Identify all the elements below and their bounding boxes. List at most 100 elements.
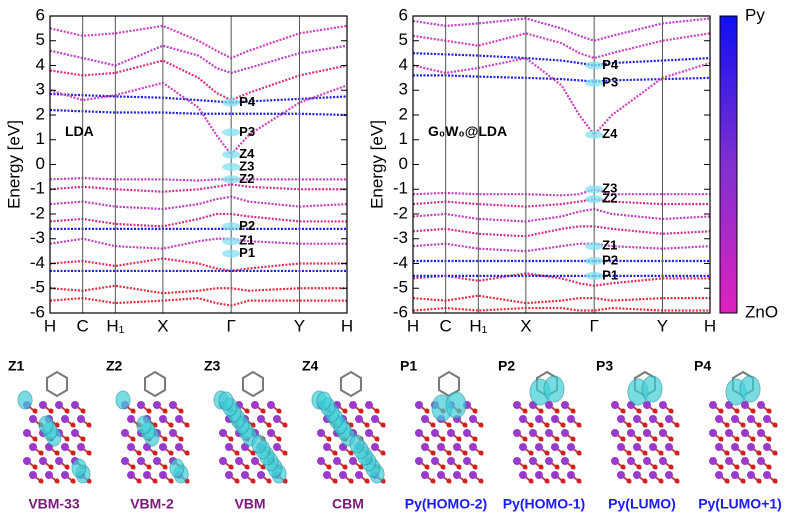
colorbar-top-label: Py <box>745 5 765 24</box>
atom <box>665 415 673 423</box>
y-tick-label: -4 <box>30 253 45 272</box>
atom <box>326 464 332 470</box>
y-tick-label: -5 <box>30 278 45 297</box>
molecule <box>438 370 460 398</box>
orbital-lobe <box>349 434 365 454</box>
atom <box>365 429 373 437</box>
atom <box>643 401 651 409</box>
atom <box>519 471 527 479</box>
atom <box>234 478 240 484</box>
band <box>50 44 347 75</box>
panel-caption: Py(HOMO-2) <box>405 496 487 512</box>
orbital-lobe <box>251 434 267 454</box>
x-tick-label: H <box>44 316 56 335</box>
atom <box>576 478 582 484</box>
state-marker <box>222 237 241 246</box>
orbital-lobe <box>218 391 234 411</box>
atom <box>415 429 423 437</box>
molecule <box>242 370 264 398</box>
atom <box>86 422 92 428</box>
band <box>50 24 347 60</box>
atom <box>724 422 730 428</box>
y-tick-label: -3 <box>393 228 408 247</box>
atom <box>718 464 724 470</box>
atom <box>64 464 70 470</box>
atom <box>617 415 625 423</box>
orbital-lobe <box>17 390 33 410</box>
atom <box>554 464 560 470</box>
atom <box>317 457 325 465</box>
atom <box>86 450 92 456</box>
y-tick-label: 1 <box>399 129 408 148</box>
y-tick-label: -1 <box>30 179 45 198</box>
band <box>50 59 347 102</box>
band <box>413 188 710 197</box>
panel-label: P2 <box>498 358 515 374</box>
atom <box>715 471 723 479</box>
panel-caption: VBM-33 <box>28 496 80 512</box>
atom <box>234 450 240 456</box>
atom <box>29 415 37 423</box>
y-tick-label: -6 <box>393 302 408 321</box>
panel-label: P4 <box>694 358 711 374</box>
atom <box>715 415 723 423</box>
atom <box>731 415 739 423</box>
state-marker <box>585 185 604 194</box>
atom <box>649 443 657 451</box>
orbital-lobe <box>543 375 565 403</box>
atom <box>538 436 544 442</box>
atom <box>371 415 379 423</box>
atom <box>747 443 755 451</box>
orbital-panel: Z1 VBM-33 <box>8 358 92 512</box>
state-label: Z4 <box>602 126 618 141</box>
atom <box>469 415 477 423</box>
atom <box>554 408 560 414</box>
band <box>50 177 347 182</box>
atom <box>462 422 468 428</box>
atom <box>747 471 755 479</box>
atom <box>551 471 559 479</box>
band <box>50 183 347 193</box>
atom <box>570 408 576 414</box>
atom <box>282 422 288 428</box>
state-marker <box>585 130 604 139</box>
atom <box>456 436 462 442</box>
atom <box>567 443 575 451</box>
atom <box>478 422 484 428</box>
atom <box>342 408 348 414</box>
band <box>50 237 347 250</box>
atom <box>332 478 338 484</box>
atom <box>627 429 635 437</box>
x-tick-label: H <box>407 316 419 335</box>
atom <box>561 401 569 409</box>
atom <box>339 471 347 479</box>
atom <box>763 415 771 423</box>
atom <box>29 471 37 479</box>
atom <box>251 401 259 409</box>
atom <box>513 401 521 409</box>
x-tick-label: Γ <box>589 316 598 335</box>
atom <box>649 415 657 423</box>
atom <box>244 464 250 470</box>
orbital-lobe <box>445 391 467 419</box>
panel-caption: VBM-2 <box>130 496 174 512</box>
atom <box>756 422 762 428</box>
atom <box>668 464 674 470</box>
x-tick-label: Γ <box>226 316 235 335</box>
atom <box>64 436 70 442</box>
orbital-lobe <box>115 390 131 410</box>
atom <box>146 408 152 414</box>
state-marker <box>585 78 604 87</box>
atom <box>355 415 363 423</box>
atom <box>374 436 380 442</box>
state-label: Z2 <box>602 191 617 206</box>
y-tick-label: -5 <box>393 278 408 297</box>
atom <box>178 408 184 414</box>
atom <box>159 443 167 451</box>
atom <box>162 436 168 442</box>
atom <box>184 450 190 456</box>
atom <box>431 429 439 437</box>
atom <box>447 429 455 437</box>
atom <box>734 408 740 414</box>
atom <box>326 436 332 442</box>
